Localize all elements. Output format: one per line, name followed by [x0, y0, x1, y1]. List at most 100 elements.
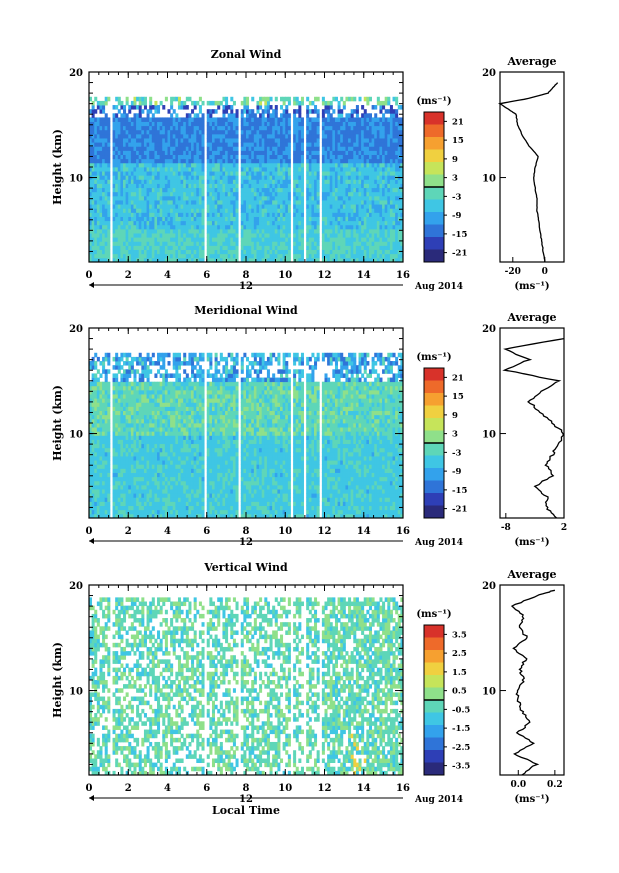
- field-cell: [246, 113, 250, 118]
- field-cell: [240, 200, 244, 205]
- field-cell: [94, 204, 98, 209]
- field-cell: [157, 212, 161, 217]
- field-cell: [198, 237, 202, 242]
- field-cell: [240, 183, 244, 189]
- field-cell: [120, 113, 124, 118]
- colorbar-tick-label: -21: [452, 249, 467, 259]
- field-cell: [102, 406, 106, 412]
- field-cell: [143, 204, 147, 209]
- field-cell: [306, 105, 310, 110]
- field-cell: [154, 179, 158, 184]
- field-cell: [382, 100, 386, 106]
- field-cell: [251, 158, 255, 164]
- field-cell: [209, 100, 213, 106]
- field-cell: [384, 179, 388, 184]
- field-cell: [167, 125, 171, 131]
- colorbar-swatch: [424, 212, 444, 215]
- field-cell: [112, 381, 116, 387]
- field-cell: [327, 133, 331, 139]
- field-cell: [269, 162, 273, 168]
- field-cell: [353, 154, 357, 160]
- field-cell: [392, 96, 396, 102]
- field-cell: [170, 183, 174, 189]
- field-cell: [96, 179, 100, 184]
- field-cell: [366, 183, 370, 189]
- field-cell: [143, 200, 147, 205]
- field-cell: [282, 142, 286, 147]
- field-cell: [104, 117, 108, 122]
- field-cell: [180, 187, 184, 193]
- field-cell: [99, 233, 103, 238]
- field-cell: [295, 154, 299, 160]
- field-cell: [136, 150, 140, 156]
- field-cell: [167, 237, 171, 242]
- field-cell: [89, 216, 93, 222]
- field-cell: [102, 505, 106, 511]
- field-cell: [117, 204, 121, 209]
- field-cell: [395, 237, 399, 242]
- field-cell: [256, 125, 260, 131]
- field-cell: [397, 253, 401, 259]
- field-cell: [332, 117, 336, 122]
- field-cell: [133, 142, 137, 147]
- field-cell: [379, 121, 383, 127]
- field-cell: [227, 125, 231, 131]
- field-cell: [248, 241, 252, 246]
- field-cell: [240, 146, 244, 151]
- field-cell: [392, 142, 396, 147]
- field-cell: [107, 501, 111, 507]
- field-cell: [324, 117, 328, 122]
- field-cell: [274, 133, 278, 139]
- field-cell: [115, 216, 119, 222]
- field-cell: [130, 233, 134, 238]
- field-cell: [269, 142, 273, 147]
- field-cell: [316, 191, 320, 197]
- field-cell: [120, 142, 124, 147]
- field-cell: [353, 167, 357, 172]
- field-cell: [311, 171, 315, 176]
- field-cell: [146, 191, 150, 197]
- field-cell: [235, 133, 239, 139]
- field-cell: [96, 224, 100, 230]
- field-cell: [261, 245, 265, 251]
- field-cell: [157, 228, 161, 234]
- field-cell: [256, 241, 260, 246]
- field-cell: [175, 237, 179, 242]
- field-cell: [285, 125, 289, 131]
- field-cell: [183, 121, 187, 127]
- field-cell: [395, 150, 399, 156]
- field-cell: [107, 224, 111, 230]
- field-cell: [206, 167, 210, 172]
- field-cell: [337, 129, 341, 135]
- field-cell: [374, 195, 378, 201]
- field-cell: [355, 162, 359, 168]
- field-cell: [259, 257, 263, 263]
- field-cell: [151, 171, 155, 176]
- field-cell: [384, 158, 388, 164]
- field-cell: [130, 228, 134, 234]
- field-cell: [314, 96, 318, 102]
- field-cell: [164, 179, 168, 184]
- field-cell: [120, 191, 124, 197]
- field-cell: [295, 249, 299, 255]
- field-cell: [361, 171, 365, 176]
- field-cell: [259, 133, 263, 139]
- field-cell: [115, 427, 119, 432]
- field-cell: [280, 245, 284, 251]
- field-cell: [107, 167, 111, 172]
- field-cell: [175, 241, 179, 246]
- field-cell: [295, 117, 299, 122]
- field-cell: [96, 377, 100, 383]
- field-cell: [141, 224, 145, 230]
- field-cell: [94, 167, 98, 172]
- field-cell: [269, 212, 273, 217]
- field-cell: [266, 150, 270, 156]
- field-cell: [342, 204, 346, 209]
- field-cell: [316, 158, 320, 164]
- field-cell: [306, 183, 310, 189]
- field-cell: [99, 121, 103, 127]
- field-cell: [91, 464, 95, 469]
- field-cell: [133, 233, 137, 238]
- field-cell: [243, 121, 247, 127]
- field-cell: [350, 212, 354, 217]
